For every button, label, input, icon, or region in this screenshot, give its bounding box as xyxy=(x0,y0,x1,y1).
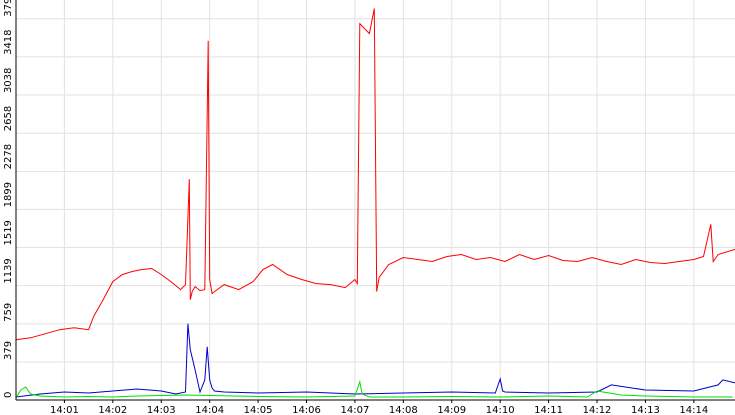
y-axis-ticks: 0 379 759 1139 1519 1899 2278 2658 3038 3418 3798 xyxy=(3,0,14,398)
series-line-1 xyxy=(15,323,735,398)
y-tick-label: 0 xyxy=(3,392,14,398)
x-tick-label: 14:07 xyxy=(341,405,370,415)
x-tick-label: 14:02 xyxy=(98,405,127,415)
series-line-2 xyxy=(15,379,733,399)
y-tick-label: 2658 xyxy=(3,106,14,131)
y-tick-label: 3798 xyxy=(3,0,14,17)
x-tick-label: 14:13 xyxy=(631,405,660,415)
vertical-grid xyxy=(63,0,695,400)
x-axis-ticks: 14:01 14:02 14:03 14:04 14:05 14:06 14:07 14:08… xyxy=(50,400,708,415)
x-tick-label: 14:06 xyxy=(292,405,321,415)
y-tick-label: 759 xyxy=(3,303,14,322)
y-tick-label: 3038 xyxy=(3,68,14,93)
x-tick-label: 14:01 xyxy=(50,405,79,415)
x-tick-label: 14:12 xyxy=(583,405,612,415)
y-tick-label: 3418 xyxy=(3,29,14,54)
x-tick-label: 14:11 xyxy=(534,405,563,415)
x-tick-label: 14:05 xyxy=(244,405,273,415)
x-tick-label: 14:08 xyxy=(389,405,418,415)
y-tick-label: 1139 xyxy=(3,258,14,283)
series-line-0 xyxy=(15,8,735,341)
x-tick-label: 14:09 xyxy=(437,405,466,415)
x-tick-label: 14:14 xyxy=(679,405,708,415)
y-tick-label: 379 xyxy=(3,341,14,360)
y-tick-label: 1519 xyxy=(3,220,14,245)
x-tick-label: 14:04 xyxy=(195,405,224,415)
series-layer xyxy=(15,8,735,399)
axes xyxy=(15,0,735,401)
x-tick-label: 14:03 xyxy=(147,405,176,415)
y-tick-label: 2278 xyxy=(3,144,14,169)
y-tick-label: 1899 xyxy=(3,182,14,207)
x-tick-label: 14:10 xyxy=(486,405,515,415)
